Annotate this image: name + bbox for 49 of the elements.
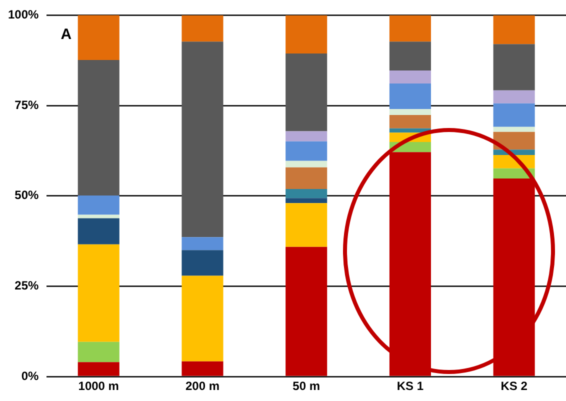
bar bbox=[286, 131, 328, 142]
bar bbox=[389, 152, 431, 376]
bar bbox=[286, 141, 328, 161]
bar bbox=[389, 109, 431, 115]
bar bbox=[182, 237, 224, 250]
y-tick-label: 25% bbox=[14, 278, 40, 293]
y-tick-label: 100% bbox=[8, 8, 40, 22]
bar bbox=[78, 342, 120, 362]
bar bbox=[493, 44, 535, 90]
bar bbox=[493, 90, 535, 104]
bar bbox=[389, 15, 431, 42]
bar bbox=[493, 103, 535, 127]
bar bbox=[182, 361, 224, 376]
bar bbox=[286, 167, 328, 190]
bar bbox=[286, 15, 328, 54]
bar bbox=[78, 196, 120, 215]
annotation: A bbox=[60, 26, 72, 43]
bar bbox=[493, 178, 535, 376]
y-tick-label: 50% bbox=[14, 188, 40, 202]
bar bbox=[182, 42, 224, 238]
x-tick-label: 1000 m bbox=[78, 379, 119, 394]
x-tick-label: KS 1 bbox=[396, 379, 424, 394]
bar bbox=[182, 15, 224, 42]
y-tick-label: 0% bbox=[21, 368, 40, 383]
bar bbox=[389, 42, 431, 70]
bar bbox=[389, 84, 431, 110]
bar bbox=[286, 203, 328, 247]
bar bbox=[78, 218, 120, 244]
x-tick-label: 200 m bbox=[185, 379, 220, 394]
bar bbox=[389, 114, 431, 128]
bar bbox=[286, 198, 328, 204]
bar bbox=[78, 244, 120, 342]
bar bbox=[286, 54, 328, 132]
x-tick-label: 50 m bbox=[292, 379, 320, 394]
bar bbox=[78, 214, 120, 218]
bar bbox=[78, 362, 120, 376]
bar bbox=[493, 126, 535, 132]
bar bbox=[286, 160, 328, 168]
bar bbox=[78, 60, 120, 196]
bar bbox=[389, 70, 431, 84]
y-tick-label: 75% bbox=[14, 98, 40, 112]
bar bbox=[182, 250, 224, 276]
bar bbox=[78, 15, 120, 60]
bar bbox=[182, 276, 224, 362]
bar bbox=[493, 15, 535, 44]
x-tick-label: KS 2 bbox=[500, 379, 528, 394]
bar bbox=[286, 246, 328, 376]
bar bbox=[286, 189, 328, 198]
bar bbox=[493, 132, 535, 150]
